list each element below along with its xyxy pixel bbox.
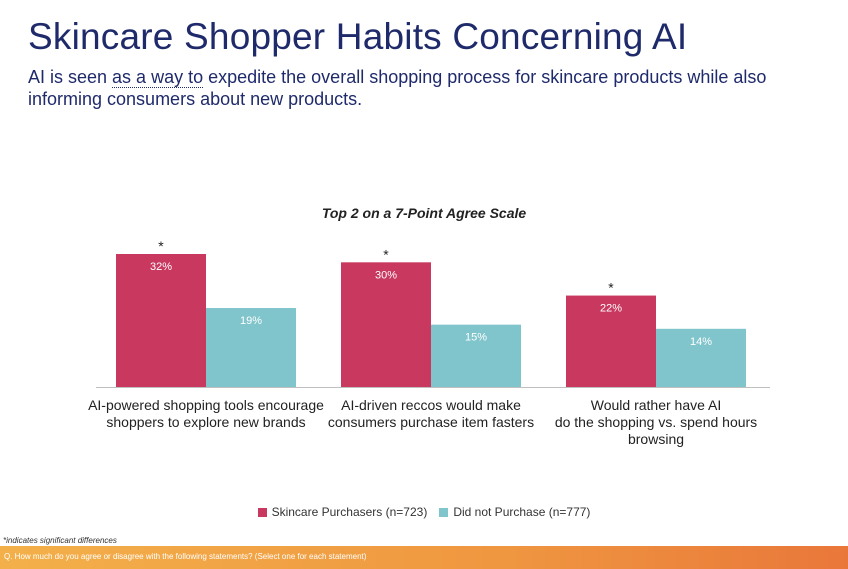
data-label-non-purchasers-explore-brands: 19%	[240, 315, 262, 327]
page-title: Skincare Shopper Habits Concerning AI	[28, 16, 688, 57]
data-label-purchasers-purchase-faster: 30%	[375, 269, 397, 281]
significance-marker-purchase-faster: *	[383, 246, 389, 262]
bar-purchasers-ai-shopping	[566, 295, 656, 387]
subtitle-end: expedite the overall shopping process fo…	[28, 67, 767, 109]
category-label-explore-brands: AI-powered shopping tools encourage shopp…	[88, 397, 324, 430]
significance-footnote: *indicates significant differences	[3, 536, 117, 545]
page-subtitle: AI is seen as a way to expedite the over…	[28, 66, 828, 110]
category-label-purchase-faster: AI-driven reccos would make consumers pur…	[327, 397, 535, 430]
chart-title: Top 2 on a 7-Point Agree Scale	[321, 205, 527, 221]
footer-question: Q. How much do you agree or disagree wit…	[4, 552, 367, 561]
data-label-non-purchasers-ai-shopping: 14%	[690, 336, 712, 348]
chart-legend: Skincare Purchasers (n=723) Did not Purc…	[0, 505, 848, 519]
footer-bar: Q. How much do you agree or disagree wit…	[0, 546, 848, 569]
significance-marker-explore-brands: *	[158, 238, 164, 254]
bar-purchasers-explore-brands	[116, 254, 206, 387]
data-label-non-purchasers-purchase-faster: 15%	[465, 332, 487, 344]
legend-swatch-purchasers	[257, 507, 267, 517]
legend-item-non-purchasers: Did not Purchase (n=777)	[439, 505, 590, 519]
category-label-ai-shopping: Would rather have AI do the shopping vs. …	[554, 397, 758, 447]
subtitle-start: AI is seen	[28, 67, 113, 87]
bar-purchasers-purchase-faster	[341, 262, 431, 387]
data-label-purchasers-ai-shopping: 22%	[600, 303, 622, 315]
data-label-purchasers-explore-brands: 32%	[150, 261, 172, 273]
bar-non-purchasers-purchase-faster	[431, 324, 521, 387]
legend-label-non-purchasers: Did not Purchase (n=777)	[453, 505, 591, 519]
legend-item-purchasers: Skincare Purchasers (n=723)	[257, 505, 428, 519]
bar-non-purchasers-ai-shopping	[656, 328, 746, 387]
significance-marker-ai-shopping: *	[608, 280, 614, 296]
bar-non-purchasers-explore-brands	[206, 308, 296, 387]
legend-label-purchasers: Skincare Purchasers (n=723)	[271, 505, 428, 519]
subtitle-dotted-phrase: as a way to	[112, 67, 204, 88]
legend-swatch-non-purchasers	[439, 507, 449, 517]
